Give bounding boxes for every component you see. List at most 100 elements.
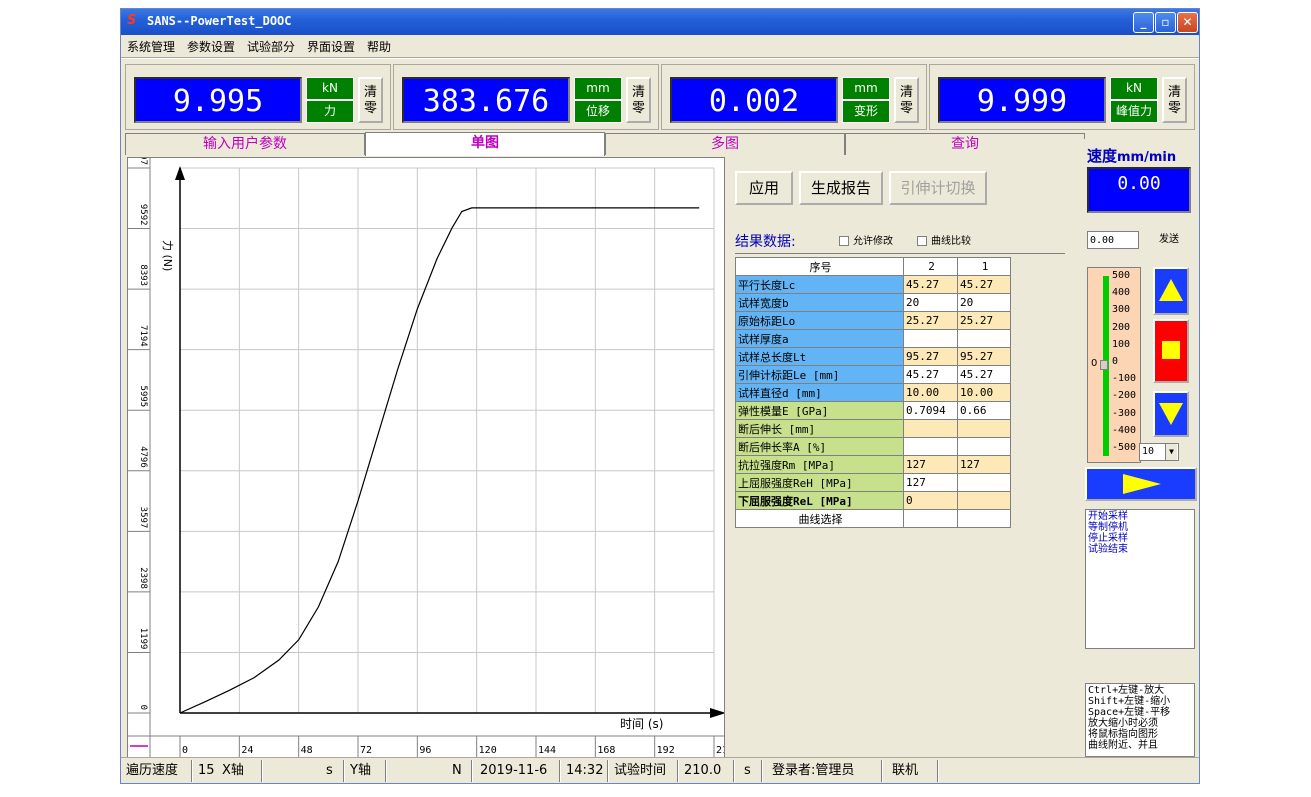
result-value-2[interactable]: 0.7094 — [903, 401, 958, 420]
result-value-1[interactable]: 45.27 — [957, 275, 1011, 294]
menu-test[interactable]: 试验部分 — [247, 40, 296, 54]
result-value-2[interactable]: 0 — [903, 491, 958, 510]
gauge-tick-label: -200 — [1112, 390, 1137, 402]
result-value-1[interactable] — [957, 419, 1011, 438]
displacement-label: 位移 — [574, 100, 622, 123]
operation-log: 开始采样 等制停机 停止采样 试验结束 — [1085, 509, 1195, 649]
stop-button[interactable] — [1153, 319, 1189, 383]
result-value-1[interactable]: 45.27 — [957, 365, 1011, 384]
speed-title: 速度mm/min — [1087, 145, 1176, 166]
menu-system[interactable]: 系统管理 — [127, 40, 176, 54]
y-axis-label: 力 (N) — [161, 240, 174, 271]
table-row[interactable]: 下屈服强度ReL [MPa] 0 — [735, 491, 1011, 510]
allow-edit-checkbox[interactable]: 允许修改 — [839, 232, 893, 247]
result-value-1[interactable]: 20 — [957, 293, 1011, 312]
result-row-label: 断后伸长 [mm] — [735, 419, 904, 438]
generate-report-button[interactable]: 生成报告 — [799, 171, 883, 205]
result-value-2[interactable]: 20 — [903, 293, 958, 312]
table-row[interactable]: 上屈服强度ReH [MPa] 127 — [735, 473, 1011, 492]
table-row[interactable]: 原始标距Lo 25.27 25.27 — [735, 311, 1011, 330]
tab-user-params[interactable]: 输入用户参数 — [125, 133, 365, 155]
table-row[interactable]: 断后伸长 [mm] — [735, 419, 1011, 438]
table-row[interactable]: 平行长度Lc 45.27 45.27 — [735, 275, 1011, 294]
menu-help[interactable]: 帮助 — [367, 40, 392, 54]
tab-query[interactable]: 查询 — [845, 133, 1085, 155]
force-time-chart[interactable]: 0 1199 2398 3597 4796 5995 7194 8393 9592 107 0 24… — [128, 149, 734, 758]
result-value-2[interactable]: 45.27 — [903, 365, 958, 384]
chart-area[interactable]: 0 1199 2398 3597 4796 5995 7194 8393 9592 107 0 24… — [127, 149, 734, 759]
toolbar-separator — [121, 57, 1199, 59]
status-separator — [559, 760, 561, 782]
y-tick-label: 4796 — [138, 446, 148, 468]
deformation-unit: mm — [842, 77, 890, 100]
table-row[interactable]: 试样总长度Lt 95.27 95.27 — [735, 347, 1011, 366]
x-axis-status-label: X轴 — [222, 763, 244, 778]
result-value-2[interactable] — [903, 509, 958, 528]
table-row[interactable]: 断后伸长率A [%] — [735, 437, 1011, 456]
tab-multi-chart[interactable]: 多图 — [605, 133, 845, 155]
status-separator — [343, 760, 345, 782]
curve-compare-checkbox[interactable]: 曲线比较 — [917, 232, 971, 247]
result-row-label: 下屈服强度ReL [MPa] — [735, 491, 904, 510]
window-title: SANS--PowerTest_DOOC — [147, 14, 292, 28]
result-row-label: 引伸计标距Le [mm] — [735, 365, 904, 384]
close-button[interactable]: ✕ — [1177, 12, 1198, 33]
result-value-1[interactable] — [957, 473, 1011, 492]
gauge-slider-handle[interactable] — [1100, 360, 1108, 370]
minimize-button[interactable]: _ — [1133, 12, 1154, 33]
result-value-2[interactable] — [903, 419, 958, 438]
result-value-2[interactable]: 10.00 — [903, 383, 958, 402]
deformation-clear-button[interactable]: 清零 — [894, 77, 919, 123]
result-value-1[interactable] — [957, 491, 1011, 510]
x-tick-label: 0 — [182, 745, 188, 756]
extensometer-switch-button[interactable]: 引伸计切换 — [889, 171, 987, 205]
result-value-1[interactable] — [957, 437, 1011, 456]
result-value-2[interactable]: 45.27 — [903, 275, 958, 294]
x-tick-label: 48 — [301, 745, 313, 756]
result-value-2[interactable]: 127 — [903, 455, 958, 474]
result-value-2[interactable]: 25.27 — [903, 311, 958, 330]
stop-icon — [1162, 341, 1180, 359]
result-value-1[interactable] — [957, 509, 1011, 528]
maximize-button[interactable]: ▫ — [1155, 12, 1176, 33]
result-value-2[interactable]: 127 — [903, 473, 958, 492]
step-select[interactable]: 10 ▼ — [1139, 443, 1179, 461]
title-bar[interactable]: S SANS--PowerTest_DOOC _ ▫ ✕ — [121, 9, 1199, 35]
table-row[interactable]: 抗拉强度Rm [MPa] 127 127 — [735, 455, 1011, 474]
table-row[interactable]: 试样厚度a — [735, 329, 1011, 348]
table-row[interactable]: 试样直径d [mm] 10.00 10.00 — [735, 383, 1011, 402]
y-tick-label: 3597 — [138, 507, 148, 529]
menu-params[interactable]: 参数设置 — [187, 40, 236, 54]
force-clear-button[interactable]: 清零 — [358, 77, 383, 123]
result-value-1[interactable]: 0.66 — [957, 401, 1011, 420]
result-value-2[interactable]: 95.27 — [903, 347, 958, 366]
result-value-2[interactable] — [903, 437, 958, 456]
peak-force-clear-button[interactable]: 清零 — [1162, 77, 1187, 123]
move-down-button[interactable] — [1153, 391, 1189, 437]
table-row[interactable]: 引伸计标距Le [mm] 45.27 45.27 — [735, 365, 1011, 384]
allow-edit-box[interactable] — [839, 236, 849, 246]
displacement-clear-button[interactable]: 清零 — [626, 77, 651, 123]
speed-input[interactable] — [1087, 231, 1139, 249]
speed-gauge[interactable]: 500 400 300 200 100 0 -100 -200 -300 -400 -500 0 — [1087, 267, 1141, 463]
result-value-1[interactable]: 127 — [957, 455, 1011, 474]
move-up-button[interactable] — [1153, 267, 1189, 315]
result-value-1[interactable] — [957, 329, 1011, 348]
table-row[interactable]: 试样宽度b 20 20 — [735, 293, 1011, 312]
result-value-1[interactable]: 95.27 — [957, 347, 1011, 366]
curve-compare-box[interactable] — [917, 236, 927, 246]
tab-single-chart[interactable]: 单图 — [365, 132, 605, 156]
y-tick-label: 1199 — [138, 628, 148, 650]
result-value-1[interactable]: 25.27 — [957, 311, 1011, 330]
send-button[interactable]: 发送 — [1159, 234, 1179, 245]
apply-button[interactable]: 应用 — [735, 171, 793, 205]
gauge-zero-label: 0 — [1091, 358, 1098, 369]
table-row[interactable]: 弹性模量E [GPa] 0.7094 0.66 — [735, 401, 1011, 420]
menu-interface[interactable]: 界面设置 — [307, 40, 356, 54]
gauge-tick-label: 0 — [1112, 356, 1119, 367]
table-row[interactable]: 曲线选择 — [735, 509, 1011, 528]
start-button[interactable] — [1085, 467, 1197, 501]
result-value-2[interactable] — [903, 329, 958, 348]
speed-title-text: 速度 — [1087, 147, 1118, 165]
result-value-1[interactable]: 10.00 — [957, 383, 1011, 402]
